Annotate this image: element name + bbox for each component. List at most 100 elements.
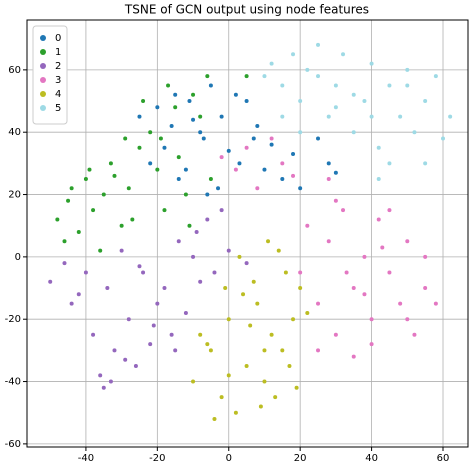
- point: [151, 323, 156, 328]
- point: [205, 217, 210, 222]
- point: [387, 83, 392, 88]
- point: [291, 173, 296, 178]
- point: [341, 208, 346, 213]
- point: [412, 332, 417, 337]
- point: [155, 167, 160, 172]
- point: [148, 130, 153, 135]
- point: [244, 145, 249, 150]
- point: [183, 310, 188, 315]
- point: [219, 155, 224, 160]
- point: [66, 198, 71, 203]
- point: [191, 254, 196, 259]
- point: [387, 161, 392, 166]
- point: [69, 186, 74, 191]
- point: [298, 270, 303, 275]
- point: [244, 363, 249, 368]
- point: [219, 395, 224, 400]
- point: [226, 248, 231, 253]
- point: [326, 239, 331, 244]
- point: [173, 348, 178, 353]
- legend-label: 4: [55, 89, 61, 100]
- point: [176, 176, 181, 181]
- point: [183, 167, 188, 172]
- point: [226, 148, 231, 153]
- point: [380, 245, 385, 250]
- point: [351, 286, 356, 291]
- point: [244, 74, 249, 79]
- point: [398, 301, 403, 306]
- point: [237, 254, 242, 259]
- point: [208, 83, 213, 88]
- point: [212, 270, 217, 275]
- point: [255, 123, 260, 128]
- point: [280, 176, 285, 181]
- point: [233, 410, 238, 415]
- point: [126, 186, 131, 191]
- point: [369, 61, 374, 66]
- y-tick-label: 60: [8, 65, 21, 76]
- point: [433, 301, 438, 306]
- point: [201, 136, 206, 141]
- point: [226, 373, 231, 378]
- point: [333, 83, 338, 88]
- point: [141, 270, 146, 275]
- point: [262, 74, 267, 79]
- point: [423, 99, 428, 104]
- legend-marker: [40, 77, 46, 83]
- point: [333, 332, 338, 337]
- y-tick-label: -60: [5, 439, 21, 450]
- point: [162, 286, 167, 291]
- x-tick-label: 60: [437, 453, 450, 464]
- point: [87, 167, 92, 172]
- point: [376, 217, 381, 222]
- point: [112, 173, 117, 178]
- legend-marker: [40, 49, 46, 55]
- point: [173, 92, 178, 97]
- point: [305, 223, 310, 228]
- point: [441, 136, 446, 141]
- point: [398, 114, 403, 119]
- point: [298, 186, 303, 191]
- point: [208, 176, 213, 181]
- point: [101, 192, 106, 197]
- point: [423, 161, 428, 166]
- legend-label: 5: [55, 103, 61, 114]
- point: [241, 292, 246, 297]
- point: [423, 254, 428, 259]
- legend-marker: [40, 63, 46, 69]
- point: [216, 186, 221, 191]
- point: [83, 176, 88, 181]
- point: [369, 317, 374, 322]
- point: [251, 279, 256, 284]
- point: [158, 136, 163, 141]
- point: [262, 379, 267, 384]
- point: [237, 161, 242, 166]
- point: [119, 223, 124, 228]
- point: [219, 208, 224, 213]
- point: [244, 261, 249, 266]
- y-tick-label: 40: [8, 127, 21, 138]
- point: [62, 239, 67, 244]
- point: [198, 279, 203, 284]
- x-tick-label: 40: [365, 453, 378, 464]
- point: [351, 354, 356, 359]
- point: [305, 67, 310, 72]
- point: [223, 286, 228, 291]
- point: [176, 239, 181, 244]
- point: [198, 332, 203, 337]
- point: [262, 348, 267, 353]
- point: [276, 248, 281, 253]
- point: [294, 385, 299, 390]
- point: [198, 130, 203, 135]
- point: [255, 186, 260, 191]
- point: [205, 74, 210, 79]
- point: [83, 270, 88, 275]
- point: [291, 152, 296, 157]
- point: [333, 170, 338, 175]
- point: [123, 357, 128, 362]
- point: [155, 301, 160, 306]
- x-tick-label: -20: [149, 453, 165, 464]
- legend: 0 1 2 3 4 5: [32, 25, 68, 125]
- point: [316, 301, 321, 306]
